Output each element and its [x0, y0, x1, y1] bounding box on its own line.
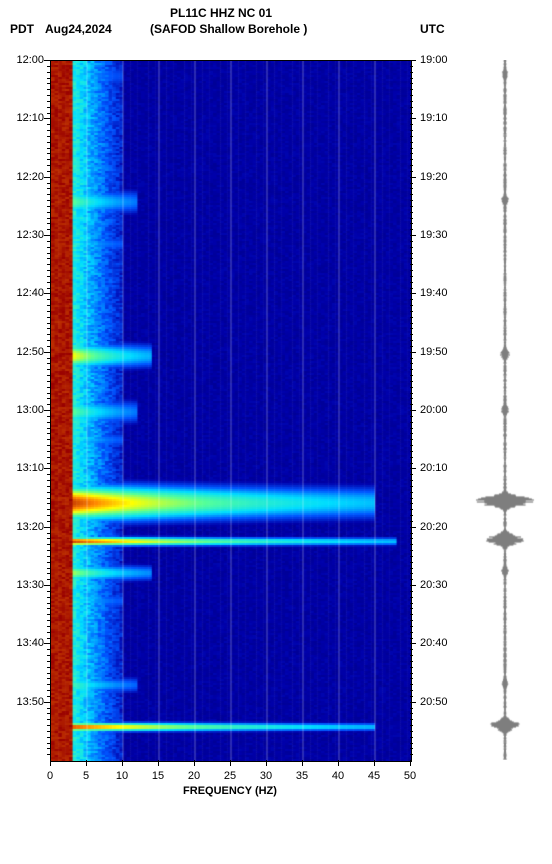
utc-label: UTC: [420, 22, 445, 36]
y-axis-left: 12:0012:1012:2012:3012:4012:5013:0013:10…: [0, 60, 50, 760]
y-right-tick-label: 19:10: [420, 112, 448, 124]
x-tick-label: 20: [188, 770, 200, 782]
y-right-tick-label: 20:10: [420, 462, 448, 474]
x-tick-label: 30: [260, 770, 272, 782]
y-left-tick-label: 12:20: [0, 171, 44, 183]
x-tick-label: 15: [152, 770, 164, 782]
y-left-tick-label: 12:30: [0, 229, 44, 241]
y-right-tick-label: 19:00: [420, 54, 448, 66]
x-tick-label: 40: [332, 770, 344, 782]
y-left-tick-label: 12:10: [0, 112, 44, 124]
waveform: [470, 60, 540, 760]
y-left-tick-label: 13:40: [0, 637, 44, 649]
y-right-tick-label: 20:50: [420, 696, 448, 708]
x-tick-label: 0: [47, 770, 53, 782]
spectrogram: [50, 60, 412, 762]
x-tick-label: 50: [404, 770, 416, 782]
y-right-tick-label: 20:30: [420, 579, 448, 591]
x-tick-label: 45: [368, 770, 380, 782]
y-right-tick-label: 20:20: [420, 521, 448, 533]
y-left-tick-label: 13:30: [0, 579, 44, 591]
x-tick-label: 5: [83, 770, 89, 782]
y-left-tick-label: 12:40: [0, 287, 44, 299]
station-code: PL11C HHZ NC 01: [170, 6, 272, 20]
x-tick-label: 35: [296, 770, 308, 782]
y-right-tick-label: 19:50: [420, 346, 448, 358]
x-axis-title: FREQUENCY (HZ): [0, 785, 460, 797]
y-right-tick-label: 20:40: [420, 637, 448, 649]
y-left-tick-label: 13:20: [0, 521, 44, 533]
y-right-tick-label: 19:40: [420, 287, 448, 299]
station-name: (SAFOD Shallow Borehole ): [150, 22, 307, 36]
y-right-tick-label: 19:20: [420, 171, 448, 183]
x-tick-label: 25: [224, 770, 236, 782]
x-tick-label: 10: [116, 770, 128, 782]
y-left-tick-label: 13:50: [0, 696, 44, 708]
y-left-tick-label: 13:10: [0, 462, 44, 474]
pdt-label: PDT: [10, 22, 34, 36]
y-axis-right: 19:0019:1019:2019:3019:4019:5020:0020:10…: [410, 60, 460, 760]
y-left-tick-label: 12:00: [0, 54, 44, 66]
y-left-tick-label: 12:50: [0, 346, 44, 358]
y-left-tick-label: 13:00: [0, 404, 44, 416]
y-right-tick-label: 20:00: [420, 404, 448, 416]
date-label: Aug24,2024: [45, 22, 112, 36]
y-right-tick-label: 19:30: [420, 229, 448, 241]
